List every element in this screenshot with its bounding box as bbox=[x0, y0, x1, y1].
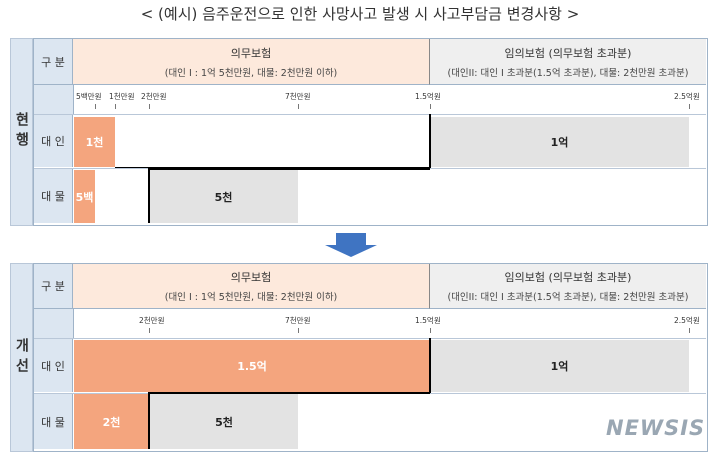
current-property-gray-bar: 5천 bbox=[149, 170, 298, 223]
header-mandatory: 의무보험 (대인 I : 1억 5천만원, 대물: 2천만원 이하) bbox=[73, 264, 430, 309]
section-label-current: 현행 bbox=[10, 38, 33, 226]
page-title: < (예시) 음주운전으로 인한 사망사고 발생 시 사고부담금 변경사항 > bbox=[140, 5, 580, 23]
tick-label: 7천만원 bbox=[285, 92, 311, 101]
mandatory-title: 의무보험 bbox=[230, 46, 272, 60]
section-label-text: 현행 bbox=[13, 112, 30, 152]
scale-label-cell bbox=[34, 309, 74, 339]
tick-mark bbox=[95, 104, 96, 109]
improved-property-boundary bbox=[148, 392, 430, 394]
section-label-text: 개선 bbox=[13, 337, 30, 378]
tick-mark bbox=[149, 104, 150, 109]
tick-label: 2.5억원 bbox=[674, 92, 700, 101]
optional-title: 임의보험 (의무보험 초과분) bbox=[504, 271, 632, 284]
current-person-boundary bbox=[429, 114, 431, 169]
row-label-property: 대 물 bbox=[34, 394, 73, 449]
current-property-boundary bbox=[148, 168, 150, 223]
tick-label: 1천만원 bbox=[109, 92, 135, 101]
optional-subtitle: (대인II: 대인 I 초과분(1.5억 초과분), 대물: 2천만원 초과분) bbox=[447, 292, 689, 303]
scale-label-cell bbox=[34, 85, 74, 115]
tick-mark bbox=[298, 104, 299, 109]
current-person-optional-bar: 1억 bbox=[430, 117, 689, 167]
newsis-watermark: NEWSIS bbox=[606, 416, 706, 440]
improved-panel bbox=[33, 263, 708, 452]
tick-label: 5백만원 bbox=[76, 92, 102, 101]
current-property-boundary bbox=[148, 168, 430, 170]
optional-title: 임의보험 (의무보험 초과분) bbox=[504, 46, 632, 60]
tick-mark bbox=[689, 328, 690, 333]
row-divider bbox=[34, 114, 706, 115]
tick-mark bbox=[430, 328, 431, 333]
tick-label: 2천만원 bbox=[141, 92, 167, 101]
improved-property-orange-bar: 2천 bbox=[74, 394, 149, 449]
header-gubun: 구 분 bbox=[34, 39, 73, 85]
tick-mark bbox=[149, 328, 150, 333]
tick-mark bbox=[430, 104, 431, 109]
improved-property-gray-bar: 5천 bbox=[150, 394, 298, 449]
current-panel bbox=[33, 38, 708, 226]
arrow-down-icon-head bbox=[325, 245, 377, 257]
tick-mark bbox=[115, 104, 116, 109]
arrow-down-icon bbox=[336, 233, 366, 245]
optional-subtitle: (대인II: 대인 I 초과분(1.5억 초과분), 대물: 2천만원 초과분) bbox=[447, 67, 689, 79]
header-optional: 임의보험 (의무보험 초과분) (대인II: 대인 I 초과분(1.5억 초과분… bbox=[430, 39, 706, 85]
tick-label: 2.5억원 bbox=[674, 316, 700, 325]
improved-person-boundary bbox=[429, 338, 431, 394]
row-label-person: 대 인 bbox=[34, 339, 73, 392]
header-gubun: 구 분 bbox=[34, 264, 73, 309]
tick-label: 1.5억원 bbox=[415, 316, 441, 325]
current-property-orange-bar: 5백 bbox=[74, 170, 95, 223]
mandatory-subtitle: (대인 I : 1억 5천만원, 대물: 2천만원 이하) bbox=[164, 67, 338, 79]
section-label-improved: 개선 bbox=[10, 263, 33, 452]
header-optional: 임의보험 (의무보험 초과분) (대인II: 대인 I 초과분(1.5억 초과분… bbox=[430, 264, 706, 309]
row-label-person: 대 인 bbox=[34, 115, 73, 167]
mandatory-title: 의무보험 bbox=[230, 271, 272, 284]
tick-mark bbox=[689, 104, 690, 109]
improved-person-mandatory-bar: 1.5억 bbox=[74, 340, 430, 392]
tick-label: 1.5억원 bbox=[415, 92, 441, 101]
tick-label: 7천만원 bbox=[285, 316, 311, 325]
current-person-mandatory-bar: 1천 bbox=[74, 117, 115, 167]
header-mandatory: 의무보험 (대인 I : 1억 5천만원, 대물: 2천만원 이하) bbox=[73, 39, 430, 85]
improved-property-boundary bbox=[148, 392, 150, 449]
tick-label: 2천만원 bbox=[139, 316, 165, 325]
row-label-property: 대 물 bbox=[34, 169, 73, 223]
mandatory-subtitle: (대인 I : 1억 5천만원, 대물: 2천만원 이하) bbox=[164, 292, 338, 303]
row-divider bbox=[34, 338, 706, 339]
tick-mark bbox=[298, 328, 299, 333]
improved-person-optional-bar: 1억 bbox=[430, 340, 689, 392]
